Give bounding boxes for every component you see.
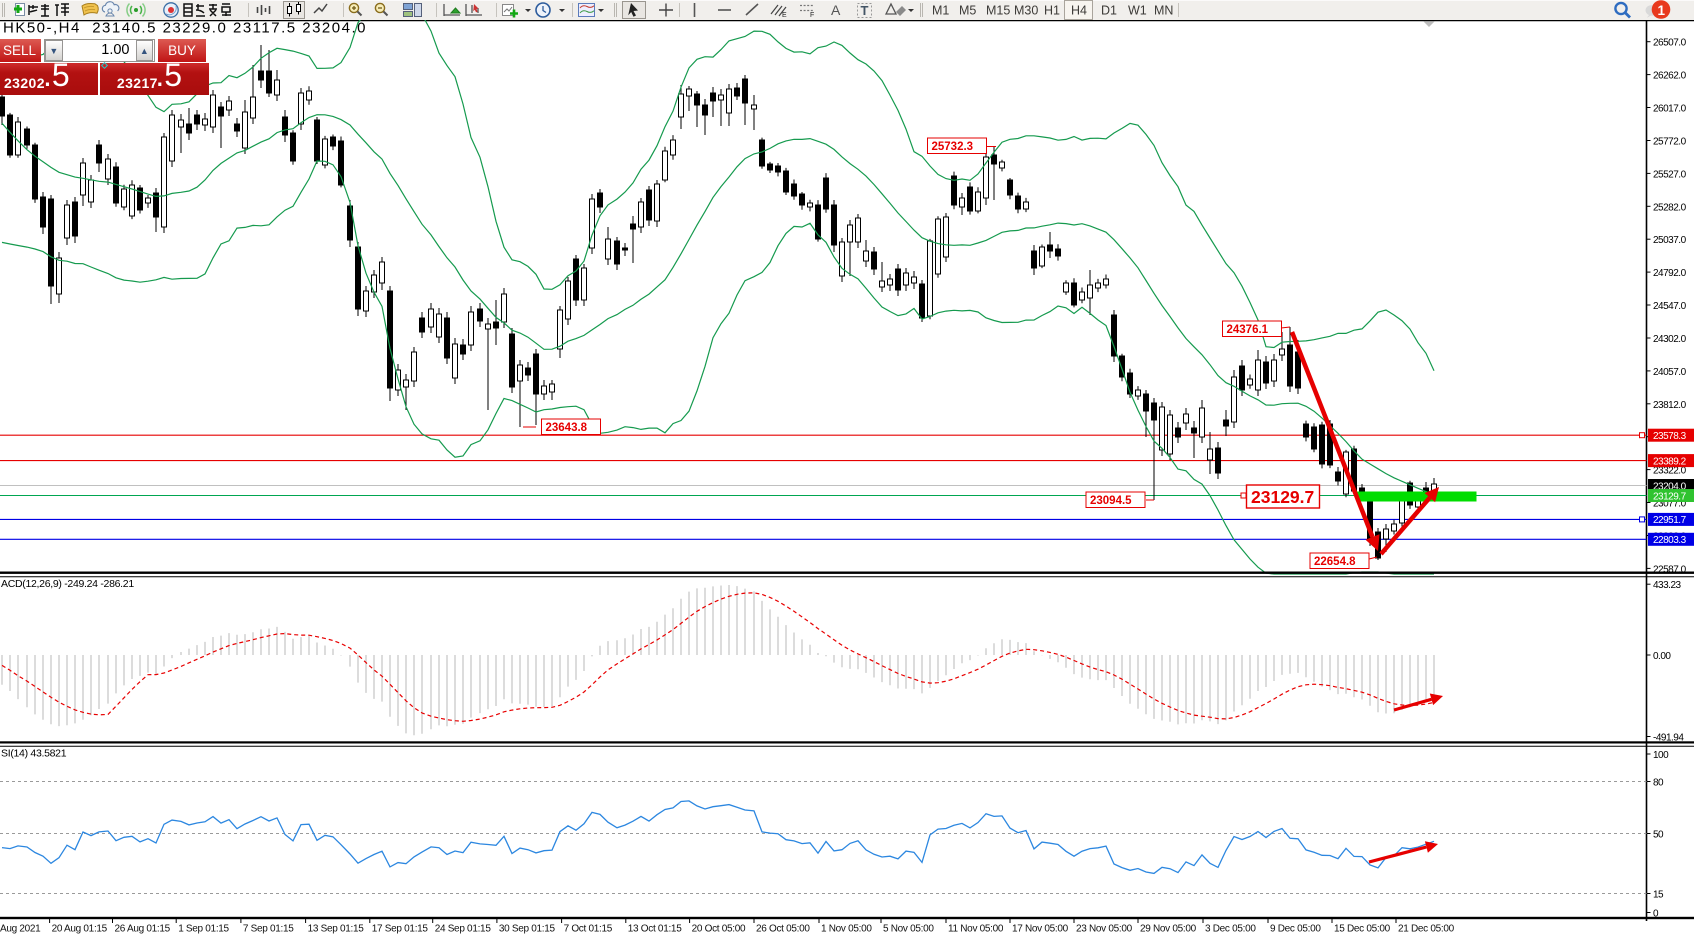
svg-text:29 Nov 05:00: 29 Nov 05:00 xyxy=(1140,924,1197,935)
svg-text:0.00: 0.00 xyxy=(1653,651,1671,662)
svg-text:26017.0: 26017.0 xyxy=(1653,104,1687,115)
svg-text:24792.0: 24792.0 xyxy=(1653,268,1687,279)
svg-text:22951.7: 22951.7 xyxy=(1653,515,1687,526)
svg-text:7 Sep 01:15: 7 Sep 01:15 xyxy=(243,924,294,935)
svg-text:3 Dec 05:00: 3 Dec 05:00 xyxy=(1205,924,1256,935)
svg-text:80: 80 xyxy=(1653,778,1664,789)
svg-text:M30: M30 xyxy=(1014,4,1038,18)
svg-text:22803.3: 22803.3 xyxy=(1653,535,1687,546)
svg-text:23643.8: 23643.8 xyxy=(546,422,588,434)
svg-text:24 Sep 01:15: 24 Sep 01:15 xyxy=(435,924,492,935)
svg-text:MN: MN xyxy=(1154,4,1173,18)
svg-text:5 Nov 05:00: 5 Nov 05:00 xyxy=(883,924,934,935)
svg-text:Aug 2021: Aug 2021 xyxy=(0,924,41,935)
svg-text:23129.7: 23129.7 xyxy=(1251,487,1314,507)
svg-text:17 Nov 05:00: 17 Nov 05:00 xyxy=(1012,924,1069,935)
svg-text:23094.5: 23094.5 xyxy=(1090,495,1132,507)
svg-text:24302.0: 24302.0 xyxy=(1653,334,1687,345)
svg-text:7 Oct 01:15: 7 Oct 01:15 xyxy=(564,924,613,935)
svg-text:22587.0: 22587.0 xyxy=(1653,564,1687,575)
svg-text:26 Aug 01:15: 26 Aug 01:15 xyxy=(115,924,171,935)
svg-text:11 Nov 05:00: 11 Nov 05:00 xyxy=(948,924,1004,935)
svg-text:25037.0: 25037.0 xyxy=(1653,235,1687,246)
svg-text:50: 50 xyxy=(1653,830,1664,841)
svg-text:ACD(12,26,9) -249.24 -286.21: ACD(12,26,9) -249.24 -286.21 xyxy=(1,578,134,590)
svg-text:9 Dec 05:00: 9 Dec 05:00 xyxy=(1270,924,1321,935)
svg-text:23389.2: 23389.2 xyxy=(1653,456,1687,467)
svg-text:W1: W1 xyxy=(1128,4,1147,18)
svg-text:21 Dec 05:00: 21 Dec 05:00 xyxy=(1398,924,1455,935)
svg-text:H1: H1 xyxy=(1044,4,1060,18)
svg-text:25527.0: 25527.0 xyxy=(1653,169,1687,180)
svg-text:23129.7: 23129.7 xyxy=(1653,491,1687,502)
svg-text:23812.0: 23812.0 xyxy=(1653,400,1687,411)
svg-text:20 Aug 01:15: 20 Aug 01:15 xyxy=(52,924,108,935)
svg-text:M1: M1 xyxy=(932,4,949,18)
svg-text:22654.8: 22654.8 xyxy=(1314,556,1356,568)
svg-text:F: F xyxy=(810,12,814,19)
svg-text:25772.0: 25772.0 xyxy=(1653,137,1687,148)
svg-text:433.23: 433.23 xyxy=(1653,580,1682,591)
svg-text:M5: M5 xyxy=(959,4,976,18)
svg-text:26262.0: 26262.0 xyxy=(1653,71,1687,82)
svg-text:24376.1: 24376.1 xyxy=(1227,324,1269,336)
svg-text:H4: H4 xyxy=(1071,4,1087,18)
svg-text:E: E xyxy=(782,12,787,19)
svg-text:30 Sep 01:15: 30 Sep 01:15 xyxy=(499,924,556,935)
svg-text:13 Oct 01:15: 13 Oct 01:15 xyxy=(628,924,682,935)
svg-text:17 Sep 01:15: 17 Sep 01:15 xyxy=(372,924,429,935)
svg-text:A: A xyxy=(831,2,841,18)
svg-text:100: 100 xyxy=(1653,750,1669,761)
svg-text:25732.3: 25732.3 xyxy=(932,141,974,153)
svg-text:1 Sep 01:15: 1 Sep 01:15 xyxy=(178,924,229,935)
svg-text:20 Oct 05:00: 20 Oct 05:00 xyxy=(692,924,746,935)
svg-text:24057.0: 24057.0 xyxy=(1653,367,1687,378)
svg-text:15 Dec 05:00: 15 Dec 05:00 xyxy=(1334,924,1391,935)
svg-text:26507.0: 26507.0 xyxy=(1653,38,1687,49)
svg-text:T: T xyxy=(861,3,869,18)
svg-text:13 Sep 01:15: 13 Sep 01:15 xyxy=(308,924,365,935)
svg-text:HK50-,H4 23140.5 23229.0 2311: HK50-,H4 23140.5 23229.0 23117.5 23204.0 xyxy=(3,20,367,37)
svg-text:23322.0: 23322.0 xyxy=(1653,466,1687,477)
svg-text:-491.94: -491.94 xyxy=(1653,733,1684,744)
svg-text:M15: M15 xyxy=(986,4,1010,18)
svg-text:1: 1 xyxy=(1658,3,1666,18)
svg-text:25282.0: 25282.0 xyxy=(1653,202,1687,213)
svg-text:23 Nov 05:00: 23 Nov 05:00 xyxy=(1076,924,1133,935)
svg-text:24547.0: 24547.0 xyxy=(1653,301,1687,312)
svg-text:23204.0: 23204.0 xyxy=(1653,481,1687,492)
svg-text:0: 0 xyxy=(1653,909,1659,920)
svg-text:15: 15 xyxy=(1653,890,1664,901)
svg-text:23578.3: 23578.3 xyxy=(1653,431,1687,442)
svg-text:23077.0: 23077.0 xyxy=(1653,499,1687,510)
svg-text:SI(14) 43.5821: SI(14) 43.5821 xyxy=(1,748,67,760)
svg-text:1 Nov 05:00: 1 Nov 05:00 xyxy=(821,924,872,935)
svg-text:D1: D1 xyxy=(1101,4,1117,18)
svg-text:26 Oct 05:00: 26 Oct 05:00 xyxy=(756,924,810,935)
